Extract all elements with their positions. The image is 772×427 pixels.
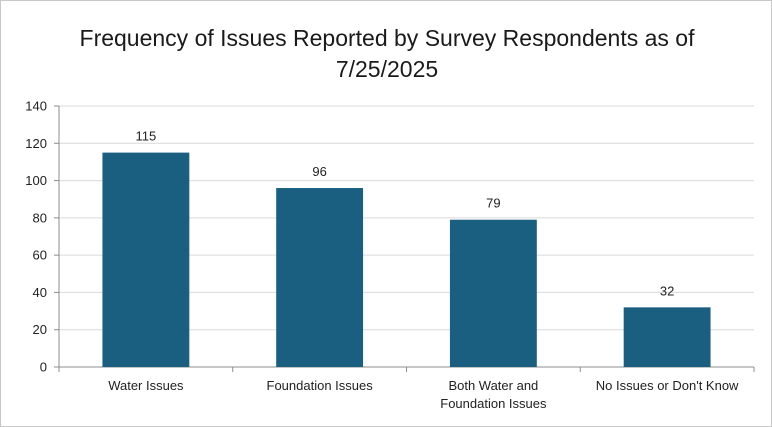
y-tick-label: 80 [33,210,47,225]
bar [623,307,711,367]
x-tick-label: Both Water and [448,378,538,393]
y-tick-label: 20 [33,322,47,337]
y-tick-label: 120 [25,136,47,151]
bar [276,188,364,367]
bar [102,152,190,367]
data-label: 96 [312,164,326,179]
data-label: 32 [660,283,674,298]
y-tick-label: 100 [25,173,47,188]
x-tick-label: Foundation Issues [440,396,547,411]
x-tick-label: Water Issues [108,378,184,393]
y-tick-label: 60 [33,248,47,263]
chart-title: Frequency of Issues Reported by Survey R… [79,25,695,82]
y-tick-label: 0 [40,360,47,375]
x-tick-label: Foundation Issues [267,378,374,393]
y-tick-label: 40 [33,285,47,300]
y-tick-label: 140 [25,99,47,114]
data-label: 79 [486,196,500,211]
data-label: 115 [136,129,157,144]
x-tick-label: No Issues or Don't Know [596,378,739,393]
bar [449,219,537,367]
